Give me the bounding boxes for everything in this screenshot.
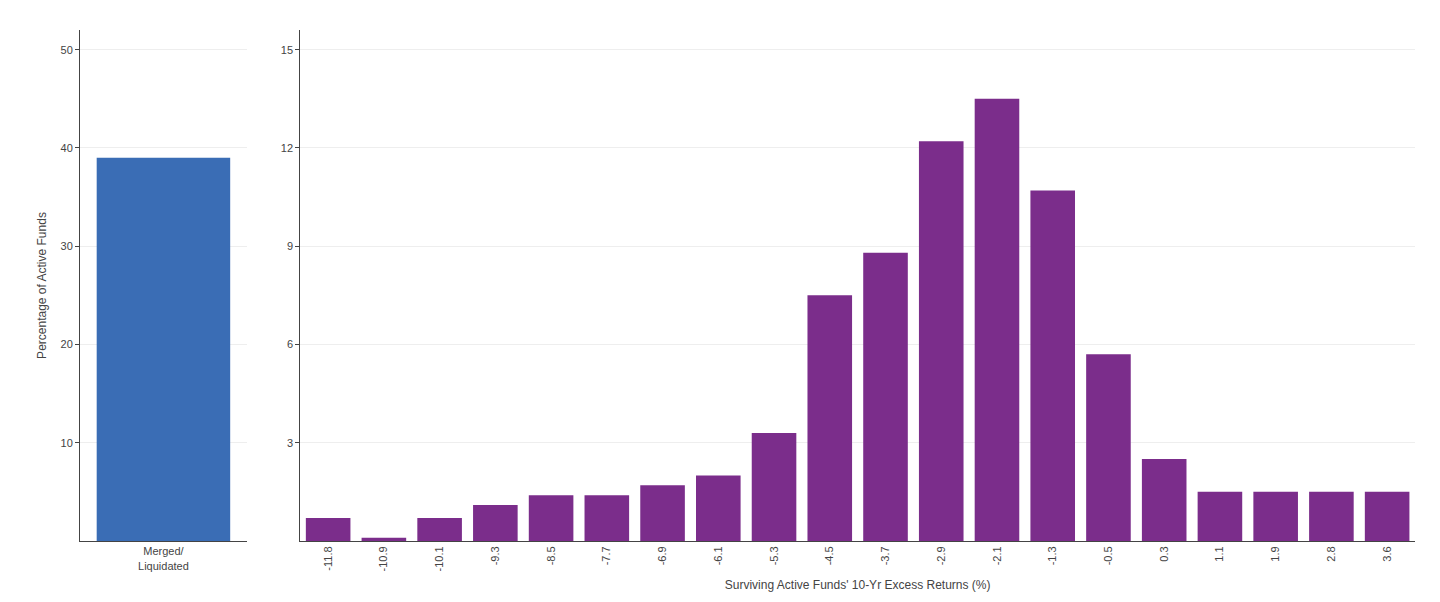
- svg-text:-1.3: -1.3: [1046, 546, 1058, 565]
- svg-text:-7.7: -7.7: [600, 546, 612, 565]
- svg-text:-8.5: -8.5: [545, 546, 557, 565]
- svg-text:-2.9: -2.9: [935, 546, 947, 565]
- svg-text:12: 12: [281, 142, 293, 154]
- svg-text:-10.9: -10.9: [377, 546, 389, 571]
- svg-text:-3.7: -3.7: [879, 546, 891, 565]
- svg-text:-2.1: -2.1: [991, 546, 1003, 565]
- svg-text:9: 9: [287, 240, 293, 252]
- svg-text:2.8: 2.8: [1325, 546, 1337, 561]
- svg-text:-11.8: -11.8: [322, 546, 334, 570]
- svg-text:50: 50: [61, 44, 73, 56]
- svg-text:-10.1: -10.1: [433, 546, 445, 571]
- svg-text:-6.9: -6.9: [656, 546, 668, 565]
- svg-text:Merged/Liquidated: Merged/Liquidated: [138, 545, 189, 571]
- svg-text:0.3: 0.3: [1158, 546, 1170, 561]
- svg-text:-6.1: -6.1: [712, 546, 724, 565]
- svg-text:-4.5: -4.5: [823, 546, 835, 565]
- svg-text:6: 6: [287, 338, 293, 350]
- svg-text:1.1: 1.1: [1214, 546, 1226, 561]
- svg-text:30: 30: [61, 240, 73, 252]
- svg-text:10: 10: [61, 437, 73, 449]
- svg-text:-5.3: -5.3: [768, 546, 780, 565]
- svg-text:20: 20: [61, 338, 73, 350]
- svg-text:3.6: 3.6: [1381, 546, 1393, 561]
- svg-text:-0.5: -0.5: [1102, 546, 1114, 565]
- svg-text:15: 15: [281, 44, 293, 56]
- svg-text:3: 3: [287, 437, 293, 449]
- svg-text:Surviving Active Funds' 10-Yr: Surviving Active Funds' 10-Yr Excess Ret…: [725, 578, 991, 592]
- svg-text:40: 40: [61, 142, 73, 154]
- svg-text:1.9: 1.9: [1269, 546, 1281, 561]
- svg-text:-9.3: -9.3: [489, 546, 501, 565]
- svg-text:Percentage of Active Funds: Percentage of Active Funds: [35, 212, 49, 359]
